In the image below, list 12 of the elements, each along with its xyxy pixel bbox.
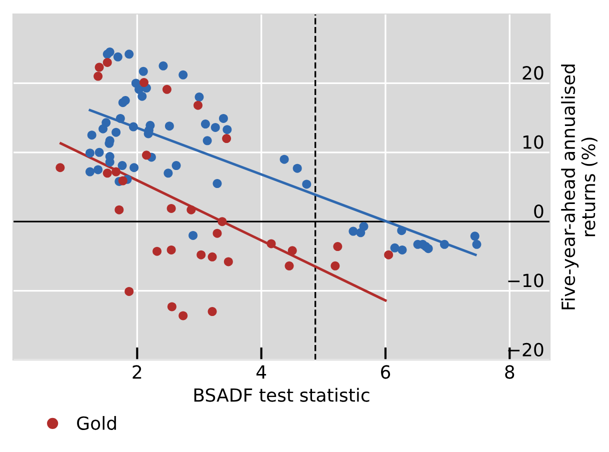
y-axis-title: Five-year-ahead annualised returns (%) — [561, 64, 598, 310]
y-tick-label: 0 — [534, 204, 544, 218]
x-tick-label: 2 — [132, 365, 142, 379]
x-tick-label: 6 — [381, 365, 390, 379]
legend-label: Gold — [77, 416, 116, 430]
y-tick-label: 10 — [523, 135, 544, 149]
x-tick-label: 4 — [256, 365, 266, 379]
y-tick-label: −10 — [508, 274, 544, 288]
y-tick-label: 20 — [522, 66, 544, 80]
x-axis-title: BSADF test statistic — [194, 388, 370, 402]
y-tick-label: −20 — [508, 342, 544, 356]
x-tick-label: 8 — [505, 365, 514, 379]
